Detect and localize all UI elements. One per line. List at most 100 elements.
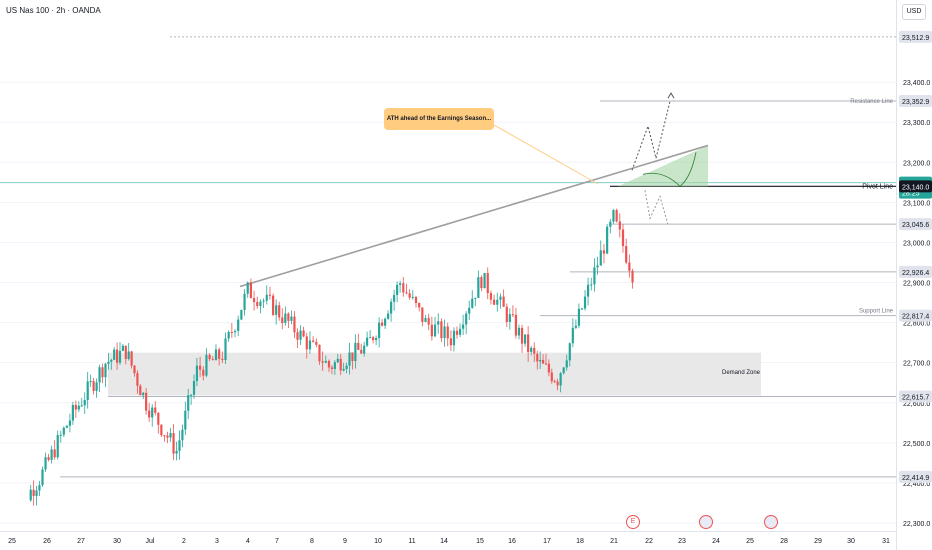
candle-body [190, 394, 193, 396]
candle-body [299, 330, 302, 340]
candle-body [233, 330, 237, 333]
candle-body [539, 359, 542, 362]
candle-body [414, 296, 418, 303]
x-axis: 25 26 27 30 Jul 2 3 4 7 8 9 10 11 14 15 16 17 18 21 22 23 24 2… [8, 538, 890, 545]
candle-body [375, 338, 378, 341]
candle-body [275, 305, 278, 315]
candle-body [336, 358, 339, 363]
candle-body [615, 209, 618, 222]
candle-body [452, 330, 456, 346]
x-tick-label: 25 [8, 538, 16, 545]
candle-body [402, 283, 405, 293]
candle-body [136, 373, 139, 386]
candle-body [536, 353, 539, 362]
candle-body [262, 300, 265, 302]
candle-body [366, 337, 369, 346]
y-tick-label: 23,200.0 [903, 160, 930, 167]
currency-button[interactable]: USD [902, 4, 926, 20]
candle-body [345, 365, 348, 369]
candle-body [418, 302, 421, 308]
bear-projection [644, 190, 669, 225]
x-tick-label: 24 [712, 538, 720, 545]
candle-body [237, 319, 240, 331]
candle-body [455, 330, 459, 335]
candle-body [424, 318, 427, 322]
candle-body [330, 367, 334, 369]
x-tick-label: 30 [847, 538, 855, 545]
symbol-title[interactable]: US Nas 100 · 2h · OANDA [6, 6, 101, 15]
candle-body [348, 352, 351, 366]
candle-body [440, 321, 443, 339]
candle-body [293, 316, 296, 333]
x-tick-label: 15 [476, 538, 484, 545]
candle-body [568, 343, 571, 361]
candle-body [80, 405, 83, 407]
pivot-label: Pivot Line [862, 183, 893, 190]
candle-body [474, 297, 477, 299]
bull-projection [631, 101, 671, 171]
candle-body [553, 381, 556, 383]
candle-body [240, 309, 243, 320]
candle-body [192, 381, 196, 395]
candle-body [541, 359, 545, 364]
candle-body [596, 265, 599, 268]
price-label: 23,140.0 [902, 184, 929, 191]
candle-body [308, 340, 312, 350]
candle-body [89, 381, 92, 383]
candle-body [205, 354, 208, 376]
price-label-bg [899, 95, 932, 108]
candle-body [387, 313, 390, 319]
earnings-event-icon[interactable]: E [626, 515, 640, 529]
candle-body [449, 338, 453, 346]
candle-body [113, 349, 116, 360]
candle-body [65, 425, 68, 428]
price-label-bg [899, 470, 932, 483]
candle-body [493, 299, 496, 305]
candle-body [508, 314, 511, 322]
candle-body [471, 298, 474, 308]
candle-body [351, 352, 354, 362]
candle-body [443, 326, 446, 339]
candle-body [224, 338, 227, 361]
countdown-label: 28:25 [902, 191, 920, 198]
x-tick-label: 4 [246, 538, 250, 545]
callout-note[interactable]: ATH ahead of the Earnings Season... [384, 108, 494, 130]
candle-body [606, 226, 609, 254]
candle-body [243, 293, 246, 310]
x-tick-label: 8 [310, 538, 314, 545]
us-flag-icon[interactable] [764, 515, 778, 529]
candle-body [230, 332, 233, 334]
candle-body [593, 267, 596, 285]
candle-body [101, 367, 104, 378]
candle-body [628, 262, 631, 271]
candle-body [612, 209, 615, 222]
candle-body [590, 284, 593, 286]
candle-body [321, 361, 324, 363]
trend-line[interactable] [239, 144, 709, 288]
candle-body [172, 433, 175, 454]
candle-body [221, 358, 224, 361]
candle-body [390, 301, 393, 314]
us-flag-icon[interactable] [699, 515, 713, 529]
candle-body [287, 313, 290, 321]
candle-body [259, 301, 262, 306]
candle-body [305, 336, 308, 350]
candle-body [625, 246, 628, 263]
candle-body [142, 392, 145, 396]
x-tick-label: 23 [678, 538, 686, 545]
candle-body [609, 221, 612, 227]
candle-body [56, 435, 59, 458]
candle-body [586, 284, 590, 297]
candle-body [547, 363, 550, 373]
candle-body [618, 221, 621, 230]
level-lines: Resistance Line Pivot Line Support Line [0, 36, 896, 478]
x-tick-label: 18 [576, 538, 584, 545]
candle-body [44, 457, 47, 470]
x-tick-label: 30 [113, 538, 121, 545]
candle-body [514, 314, 518, 336]
candle-body [252, 298, 256, 303]
candle-body [437, 321, 440, 325]
grid [0, 81, 896, 524]
y-tick-label: 23,300.0 [903, 120, 930, 127]
